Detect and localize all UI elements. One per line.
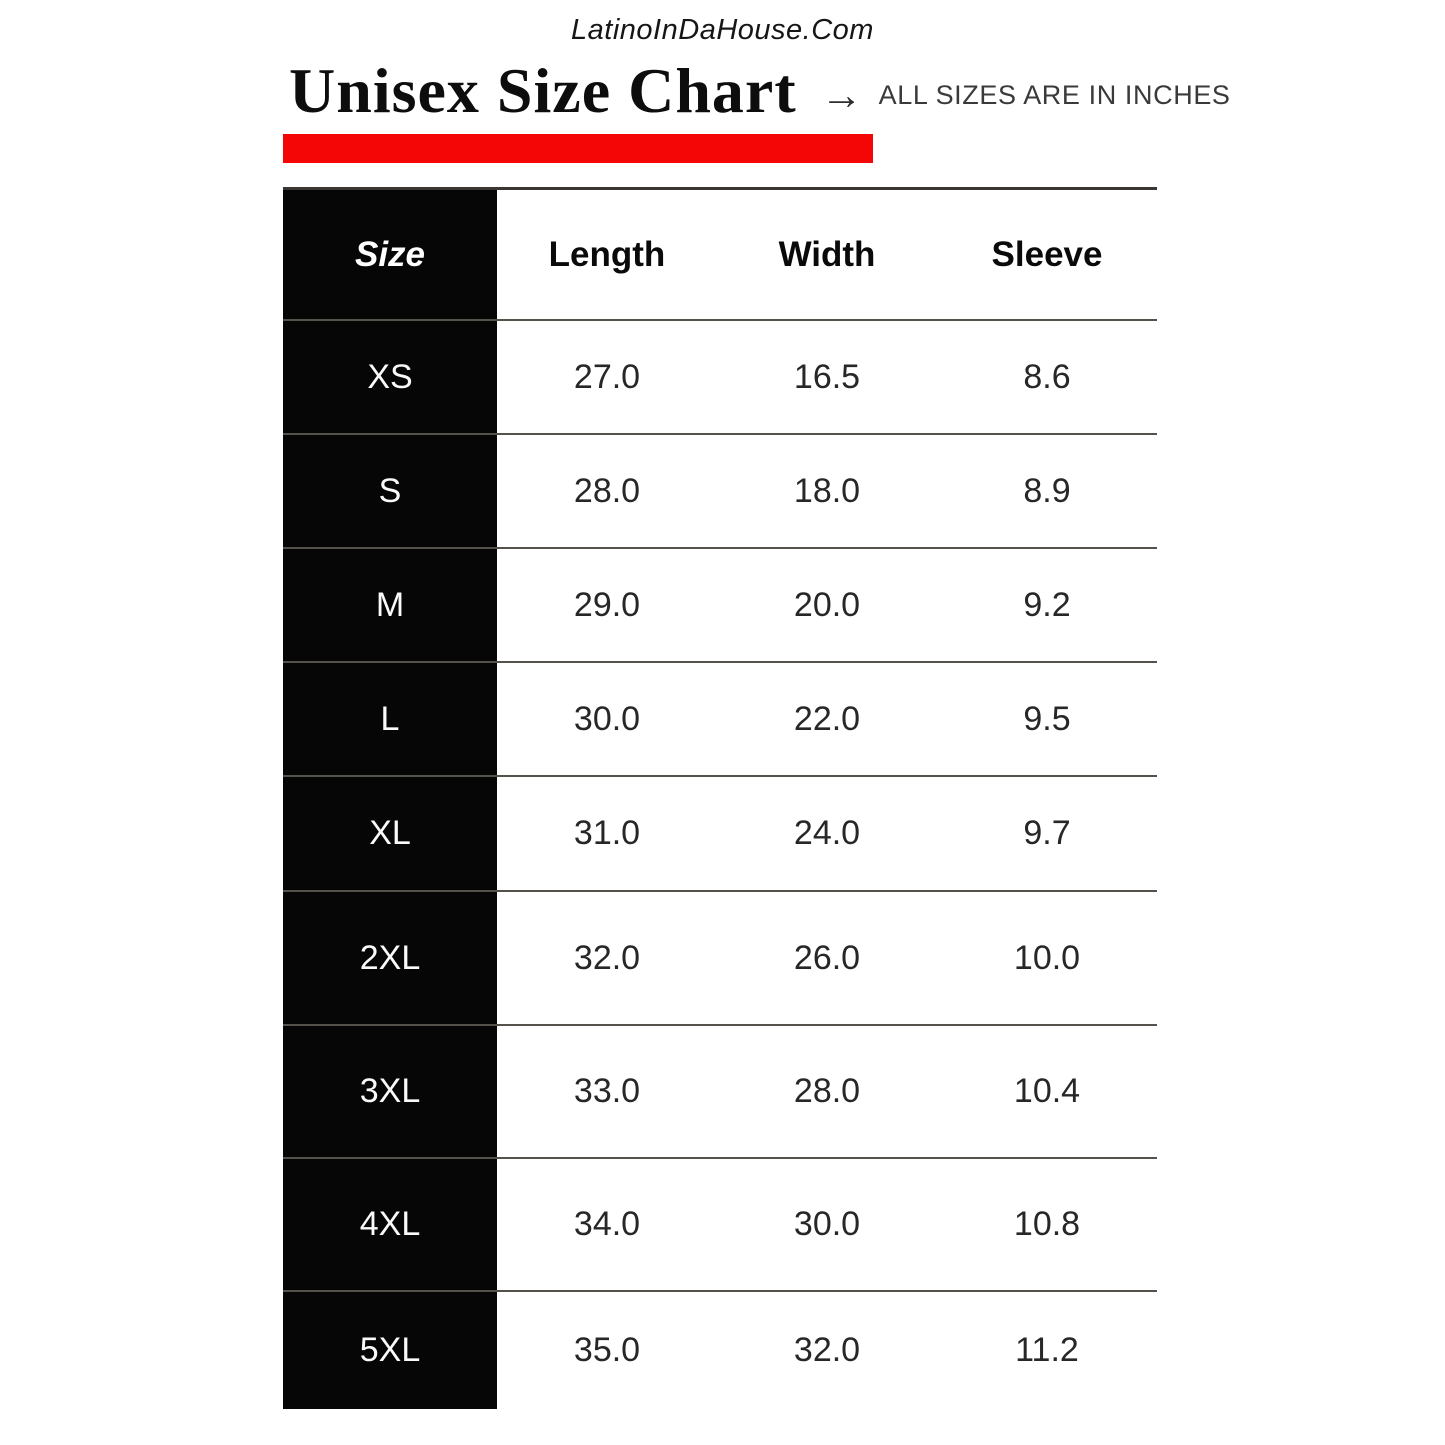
table-row: XL 31.0 24.0 9.7 [283, 777, 1157, 892]
cell-value: 9.2 [1023, 585, 1071, 624]
size-label: 4XL [283, 1159, 497, 1290]
size-label: M [283, 549, 497, 661]
size-label: L [283, 663, 497, 775]
cell-value: 9.7 [1023, 814, 1071, 852]
cell-value: 10.4 [1013, 1072, 1081, 1110]
cell-value: 26.0 [793, 938, 861, 977]
table-row: 4XL 34.0 30.0 10.8 [283, 1159, 1157, 1292]
column-header-width: Width [778, 234, 876, 274]
table-row: L 30.0 22.0 9.5 [283, 663, 1157, 777]
cell-value: 10.0 [1013, 938, 1081, 977]
cell-value: 34.0 [573, 1205, 641, 1243]
cell-value: 10.8 [1013, 1205, 1081, 1243]
page-title: Unisex Size Chart [289, 55, 797, 126]
size-table: Size Length Width Sleeve XS 27.0 16.5 8.6 S 2… [283, 187, 1157, 1409]
table-row: 3XL 33.0 28.0 10.4 [283, 1026, 1157, 1159]
size-label: XL [283, 777, 497, 890]
column-header-size: Size [283, 190, 497, 319]
table-row: M 29.0 20.0 9.2 [283, 549, 1157, 663]
brand-url: LatinoInDaHouse.Com [571, 14, 874, 46]
cell-value: 35.0 [573, 1331, 641, 1369]
units-caption: ALL SIZES ARE IN INCHES [878, 80, 1231, 111]
size-label: 3XL [283, 1026, 497, 1157]
cell-value: 8.9 [1023, 471, 1071, 510]
cell-value: 33.0 [573, 1072, 641, 1110]
cell-value: 9.5 [1023, 699, 1071, 738]
cell-value: 28.0 [793, 1072, 861, 1110]
arrow-right-icon: → [820, 70, 863, 118]
cell-value: 8.6 [1023, 357, 1071, 396]
column-header-length: Length [548, 234, 666, 274]
size-label: XS [283, 321, 497, 433]
cell-value: 30.0 [793, 1205, 861, 1243]
title-row: Unisex Size Chart → ALL SIZES ARE IN INC… [289, 57, 1231, 124]
cell-value: 32.0 [793, 1331, 861, 1369]
cell-value: 29.0 [573, 585, 641, 624]
red-accent-bar [283, 134, 873, 163]
size-label: S [283, 435, 497, 547]
cell-value: 16.5 [793, 357, 861, 396]
table-row: 2XL 32.0 26.0 10.0 [283, 892, 1157, 1026]
size-label: 2XL [283, 892, 497, 1024]
cell-value: 24.0 [793, 814, 861, 852]
cell-value: 27.0 [573, 357, 641, 396]
table-header-row: Size Length Width Sleeve [283, 190, 1157, 321]
table-body: XS 27.0 16.5 8.6 S 28.0 18.0 8.9 M 29.0 20.0 9.2 L 30… [283, 321, 1157, 1409]
cell-value: 22.0 [793, 699, 861, 738]
table-row: XS 27.0 16.5 8.6 [283, 321, 1157, 435]
table-row: S 28.0 18.0 8.9 [283, 435, 1157, 549]
column-header-sleeve: Sleeve [991, 234, 1103, 274]
cell-value: 28.0 [573, 471, 641, 510]
cell-value: 11.2 [1015, 1331, 1079, 1369]
size-label: 5XL [283, 1292, 497, 1409]
cell-value: 31.0 [573, 814, 641, 852]
cell-value: 20.0 [793, 585, 861, 624]
cell-value: 30.0 [573, 699, 641, 738]
table-row: 5XL 35.0 32.0 11.2 [283, 1292, 1157, 1409]
cell-value: 18.0 [793, 471, 861, 510]
cell-value: 32.0 [573, 938, 641, 977]
